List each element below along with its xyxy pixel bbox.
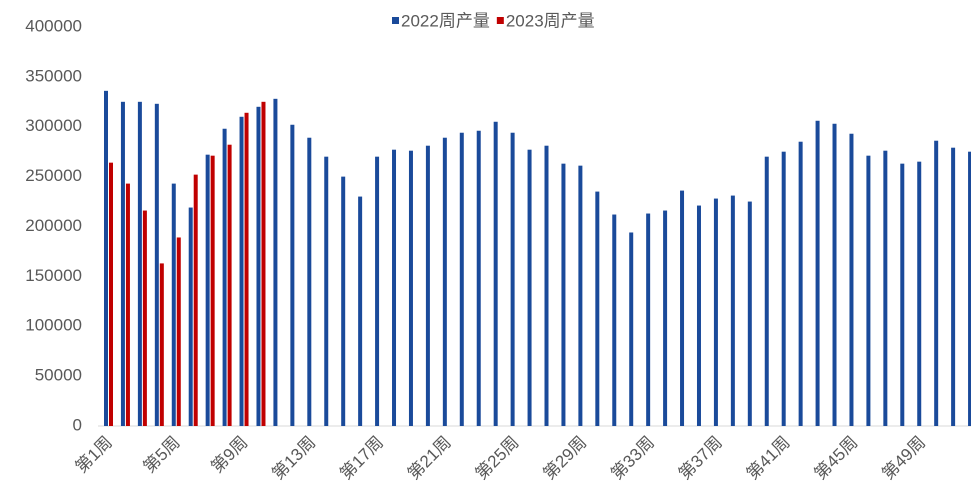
bar (595, 191, 600, 426)
legend: 2022周产量 2023周产量 (392, 11, 595, 30)
bar (137, 101, 142, 426)
x-tick-label: 第29周 (540, 433, 591, 484)
bar (510, 132, 515, 427)
bar (951, 147, 956, 426)
bar (493, 121, 498, 426)
bar (934, 140, 939, 426)
bar (188, 207, 193, 426)
bar (142, 210, 147, 426)
bar (176, 237, 181, 426)
bar (866, 155, 871, 427)
bar (832, 123, 837, 426)
bar (815, 120, 820, 426)
bar (154, 103, 159, 427)
bar (324, 156, 329, 427)
legend-swatch (392, 17, 399, 24)
bar (798, 141, 803, 426)
bar (273, 98, 278, 426)
bar (222, 128, 227, 426)
legend-swatch (496, 17, 504, 24)
bar (764, 156, 769, 427)
bar (849, 133, 854, 427)
bar (392, 149, 397, 426)
x-tick-label: 第5周 (140, 433, 184, 477)
bar (104, 90, 108, 426)
x-tick-label: 第45周 (811, 433, 862, 484)
bar (646, 213, 651, 426)
bar (527, 149, 532, 426)
bar (713, 198, 718, 426)
bar (261, 101, 266, 426)
bar (256, 106, 261, 427)
bar (476, 130, 481, 427)
y-tick-label: 150000 (25, 266, 82, 285)
bar (375, 156, 380, 427)
bar (239, 116, 244, 427)
bar (159, 263, 164, 426)
bar (408, 150, 413, 426)
bar (696, 205, 701, 426)
x-tick-label: 第25周 (472, 433, 523, 484)
y-tick-label: 400000 (25, 16, 82, 35)
bar (244, 112, 249, 426)
bar (900, 163, 905, 426)
bar (341, 176, 346, 426)
x-tick-label: 第37周 (675, 433, 726, 484)
bar (781, 151, 786, 426)
bar (358, 196, 363, 426)
x-tick-label: 第17周 (336, 433, 387, 484)
y-tick-label: 350000 (25, 66, 82, 85)
y-tick-label: 0 (73, 415, 82, 434)
bar (917, 161, 922, 426)
bar (544, 145, 549, 426)
x-tick-label: 第9周 (207, 433, 251, 477)
bar (290, 124, 295, 426)
bar (680, 190, 685, 426)
x-tick-label: 第33周 (607, 433, 658, 484)
bar (561, 163, 566, 426)
bar (227, 144, 232, 426)
bar (883, 150, 888, 426)
bar (747, 201, 752, 426)
y-tick-label: 250000 (25, 166, 82, 185)
bar (109, 162, 113, 426)
bar (663, 210, 668, 426)
legend-label: 2023周产量 (506, 11, 595, 30)
bar (120, 101, 125, 426)
bar (193, 174, 198, 426)
bar (442, 137, 447, 426)
bar (425, 145, 430, 426)
bar (459, 132, 464, 427)
bar (205, 154, 210, 426)
bar (629, 232, 634, 426)
legend-label: 2022周产量 (401, 11, 490, 30)
x-tick-label: 第49周 (878, 433, 929, 484)
bar (578, 165, 583, 426)
y-tick-label: 300000 (25, 116, 82, 135)
y-tick-label: 100000 (25, 316, 82, 335)
x-tick-label: 第41周 (743, 433, 794, 484)
bar (307, 137, 312, 426)
y-tick-label: 50000 (35, 366, 82, 385)
bar (171, 183, 176, 426)
x-tick-label: 第21周 (404, 433, 455, 484)
y-tick-label: 200000 (25, 216, 82, 235)
bar (730, 195, 735, 426)
bar (968, 151, 971, 426)
x-tick-label: 第1周 (72, 433, 116, 477)
bar (210, 155, 215, 427)
bar (612, 214, 617, 426)
x-tick-label: 第13周 (268, 433, 319, 484)
bar (125, 183, 130, 426)
